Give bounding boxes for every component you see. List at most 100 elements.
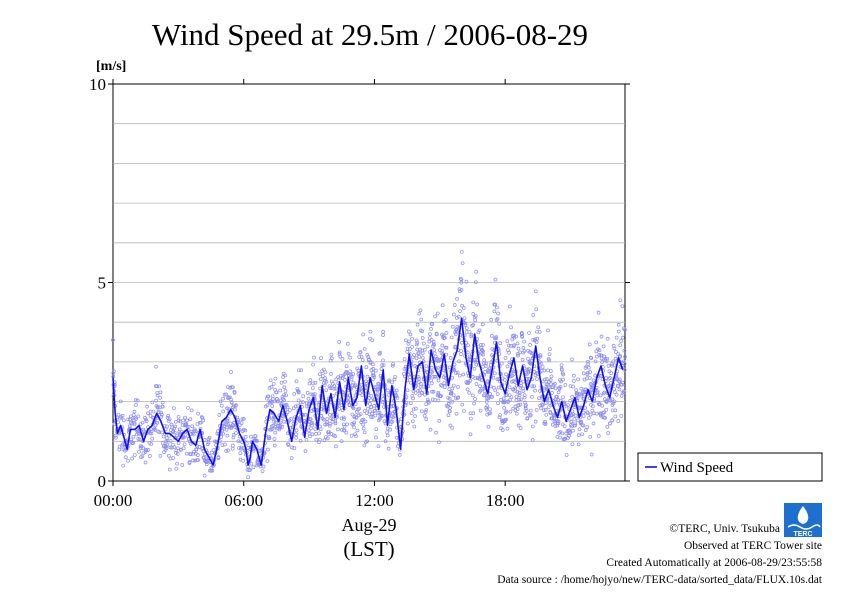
scatter-point bbox=[388, 427, 392, 432]
scatter-point bbox=[134, 417, 139, 421]
scatter-point bbox=[431, 389, 436, 394]
scatter-point bbox=[516, 353, 520, 358]
scatter-point bbox=[488, 392, 492, 396]
scatter-point bbox=[547, 358, 552, 363]
scatter-point bbox=[516, 403, 521, 408]
scatter-point bbox=[145, 404, 149, 409]
scatter-point bbox=[243, 428, 248, 433]
scatter-point bbox=[321, 406, 326, 411]
scatter-point bbox=[328, 386, 333, 390]
y-tick-label: 0 bbox=[98, 472, 107, 491]
scatter-point bbox=[474, 362, 479, 367]
scatter-point bbox=[503, 356, 508, 360]
scatter-point bbox=[478, 384, 482, 389]
scatter-point bbox=[373, 384, 378, 389]
scatter-point bbox=[550, 416, 555, 421]
scatter-point bbox=[473, 314, 478, 318]
scatter-point bbox=[526, 356, 530, 361]
scatter-point bbox=[359, 420, 364, 425]
scatter-point bbox=[318, 437, 322, 442]
scatter-point bbox=[539, 406, 543, 410]
scatter-point bbox=[374, 427, 379, 432]
scatter-point bbox=[507, 343, 511, 348]
scatter-point bbox=[252, 446, 256, 451]
scatter-point bbox=[597, 348, 602, 353]
scatter-point bbox=[377, 351, 382, 356]
scatter-point bbox=[385, 433, 390, 438]
scatter-point bbox=[503, 378, 507, 382]
scatter-point bbox=[174, 466, 179, 471]
scatter-point bbox=[444, 345, 449, 350]
scatter-point bbox=[491, 375, 496, 380]
scatter-point bbox=[296, 368, 301, 373]
scatter-point bbox=[424, 364, 429, 369]
scatter-point bbox=[571, 412, 575, 417]
scatter-point bbox=[313, 427, 318, 431]
scatter-point bbox=[473, 397, 477, 401]
scatter-point bbox=[371, 362, 375, 367]
scatter-point bbox=[310, 386, 315, 390]
scatter-point bbox=[190, 424, 195, 429]
scatter-point bbox=[354, 415, 359, 420]
scatter-point bbox=[564, 453, 569, 457]
scatter-point bbox=[309, 392, 314, 397]
scatter-point bbox=[314, 437, 319, 442]
scatter-point bbox=[270, 404, 275, 408]
scatter-point bbox=[268, 427, 272, 432]
scatter-point bbox=[405, 421, 410, 426]
scatter-point bbox=[417, 393, 422, 398]
scatter-point bbox=[307, 381, 312, 386]
scatter-point bbox=[265, 447, 270, 452]
scatter-point bbox=[488, 407, 492, 412]
scatter-point bbox=[215, 431, 220, 436]
scatter-point bbox=[459, 352, 463, 357]
scatter-point bbox=[416, 351, 421, 356]
scatter-point bbox=[317, 431, 321, 436]
scatter-point bbox=[358, 391, 362, 395]
scatter-point bbox=[232, 391, 237, 395]
scatter-point bbox=[296, 389, 301, 394]
scatter-point bbox=[534, 408, 539, 412]
scatter-point bbox=[614, 350, 618, 354]
scatter-point bbox=[188, 417, 193, 421]
scatter-point bbox=[272, 443, 277, 448]
scatter-point bbox=[576, 433, 581, 437]
scatter-point bbox=[127, 424, 132, 429]
scatter-point bbox=[605, 399, 610, 403]
scatter-point bbox=[265, 459, 270, 463]
scatter-point bbox=[454, 371, 458, 375]
scatter-point bbox=[570, 409, 575, 414]
scatter-point bbox=[529, 351, 534, 355]
scatter-point bbox=[324, 388, 329, 393]
scatter-point bbox=[361, 422, 365, 427]
scatter-point bbox=[164, 446, 169, 451]
scatter-point bbox=[420, 355, 425, 360]
scatter-point bbox=[251, 448, 256, 453]
scatter-point bbox=[432, 351, 437, 356]
scatter-point bbox=[544, 412, 549, 417]
scatter-point bbox=[282, 398, 286, 403]
scatter-point bbox=[155, 393, 160, 398]
scatter-point bbox=[534, 307, 539, 312]
logo-drop-icon bbox=[797, 506, 809, 524]
scatter-point bbox=[368, 329, 373, 334]
scatter-point bbox=[146, 448, 150, 452]
scatter-point bbox=[132, 453, 137, 457]
scatter-point bbox=[507, 393, 512, 398]
scatter-point bbox=[508, 398, 512, 402]
scatter-point bbox=[528, 408, 533, 413]
scatter-point bbox=[231, 443, 235, 448]
terc-logo: TERC bbox=[784, 503, 822, 538]
scatter-point bbox=[367, 357, 371, 362]
scatter-point bbox=[334, 444, 338, 449]
scatter-point bbox=[448, 409, 452, 414]
scatter-point bbox=[271, 382, 276, 386]
scatter-point bbox=[589, 452, 594, 457]
scatter-point bbox=[325, 417, 330, 421]
scatter-point bbox=[581, 410, 586, 415]
scatter-point bbox=[518, 402, 523, 407]
scatter-point bbox=[284, 393, 288, 398]
scatter-point bbox=[187, 460, 192, 464]
scatter-point bbox=[571, 384, 575, 389]
scatter-point bbox=[290, 445, 294, 450]
